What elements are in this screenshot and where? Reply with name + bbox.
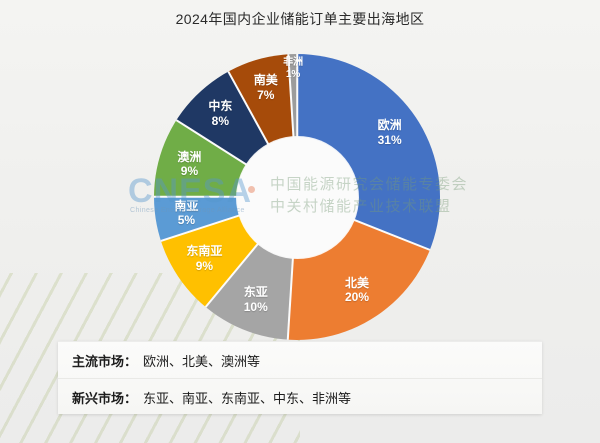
- slice-label-percent: 5%: [177, 213, 196, 228]
- emerging-market-row: 新兴市场： 东亚、南亚、东南亚、中东、非洲等: [58, 378, 542, 415]
- slice-label-name: 东亚: [243, 285, 268, 300]
- market-summary-box: 主流市场： 欧洲、北美、澳洲等 新兴市场： 东亚、南亚、东南亚、中东、非洲等: [58, 341, 542, 414]
- slice-label: 中东 8%: [186, 99, 254, 128]
- emerging-market-value: 东亚、南亚、东南亚、中东、非洲等: [143, 390, 352, 406]
- donut-chart: 欧洲 31% 北美 20% 东亚 10% 东南亚 9% 南亚 5% 澳洲 9% 中东 8% 南美 7% 非洲 1%: [130, 48, 478, 348]
- slice-label-percent: 9%: [195, 258, 214, 273]
- slice-label-name: 欧洲: [377, 118, 402, 133]
- slice-label: 非洲 1%: [259, 57, 327, 81]
- slice-label-name: 北美: [344, 275, 369, 290]
- mainstream-market-row: 主流市场： 欧洲、北美、澳洲等: [58, 342, 542, 378]
- slice-label: 澳洲 9%: [155, 150, 223, 179]
- slice-label-name: 中东: [208, 99, 233, 114]
- slice-label-name: 南美: [253, 73, 278, 88]
- mainstream-market-value: 欧洲、北美、澳洲等: [143, 353, 261, 369]
- slice-label: 北美 20%: [323, 276, 391, 305]
- slice-label-name: 非洲: [283, 57, 304, 69]
- slice-label-name: 澳洲: [177, 149, 202, 164]
- slice-label-name: 南亚: [174, 198, 199, 213]
- slice-label-percent: 9%: [180, 164, 199, 179]
- emerging-market-label: 新兴市场：: [72, 390, 138, 406]
- slice-label: 东南亚 9%: [170, 244, 238, 273]
- page-title: 2024年国内企业储能订单主要出海地区: [175, 11, 425, 27]
- slice-label: 南美 7%: [232, 73, 300, 102]
- slice-label-percent: 1%: [285, 69, 301, 81]
- slice-divider: [154, 196, 297, 198]
- slice-label: 南亚 5%: [152, 199, 220, 228]
- slice-label-percent: 20%: [344, 290, 370, 305]
- slice-label-percent: 8%: [211, 113, 229, 128]
- mainstream-market-label: 主流市场：: [72, 353, 138, 369]
- slice-label-percent: 31%: [377, 132, 402, 147]
- slice-label: 欧洲 31%: [356, 118, 424, 147]
- slice-divider: [296, 54, 298, 197]
- slice-label-name: 东南亚: [186, 243, 223, 258]
- donut-ring: [154, 54, 440, 340]
- slice-label-percent: 10%: [243, 299, 268, 314]
- slice-label: 东亚 10%: [222, 285, 290, 314]
- slice-label-percent: 7%: [257, 88, 275, 103]
